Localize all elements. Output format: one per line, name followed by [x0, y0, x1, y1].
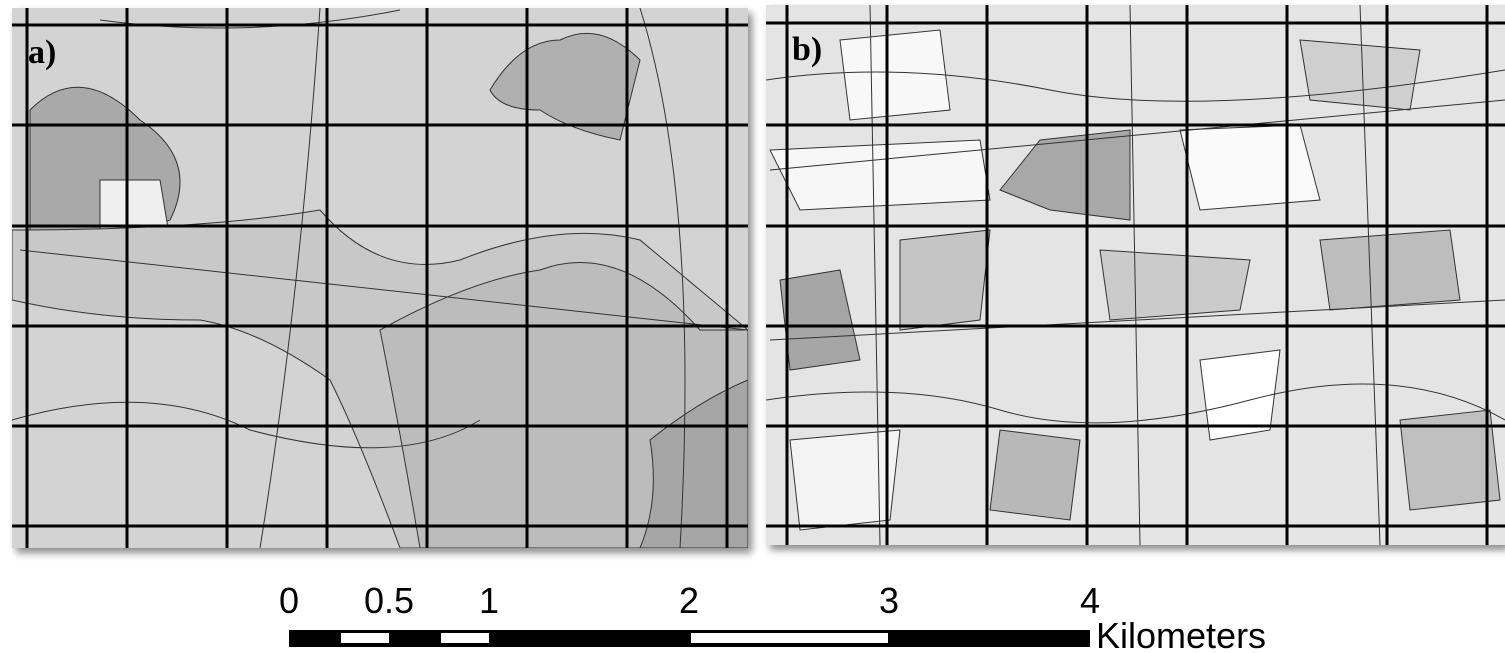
figure: a) [0, 0, 1505, 653]
scale-label: 3 [879, 580, 899, 621]
panel-a: a) [12, 8, 748, 548]
panel-label: b) [792, 31, 822, 68]
scale-label: 0.5 [364, 580, 414, 621]
scale-bar: 0 0.5 1 2 3 4 Kilometers [279, 580, 1266, 653]
scale-label: 2 [679, 580, 699, 621]
scale-label: 1 [479, 580, 499, 621]
page: a) [0, 0, 1505, 653]
panel-b: b) [766, 5, 1505, 545]
scale-label: 0 [279, 580, 299, 621]
scale-unit: Kilometers [1096, 615, 1266, 653]
panel-label: a) [28, 34, 56, 71]
